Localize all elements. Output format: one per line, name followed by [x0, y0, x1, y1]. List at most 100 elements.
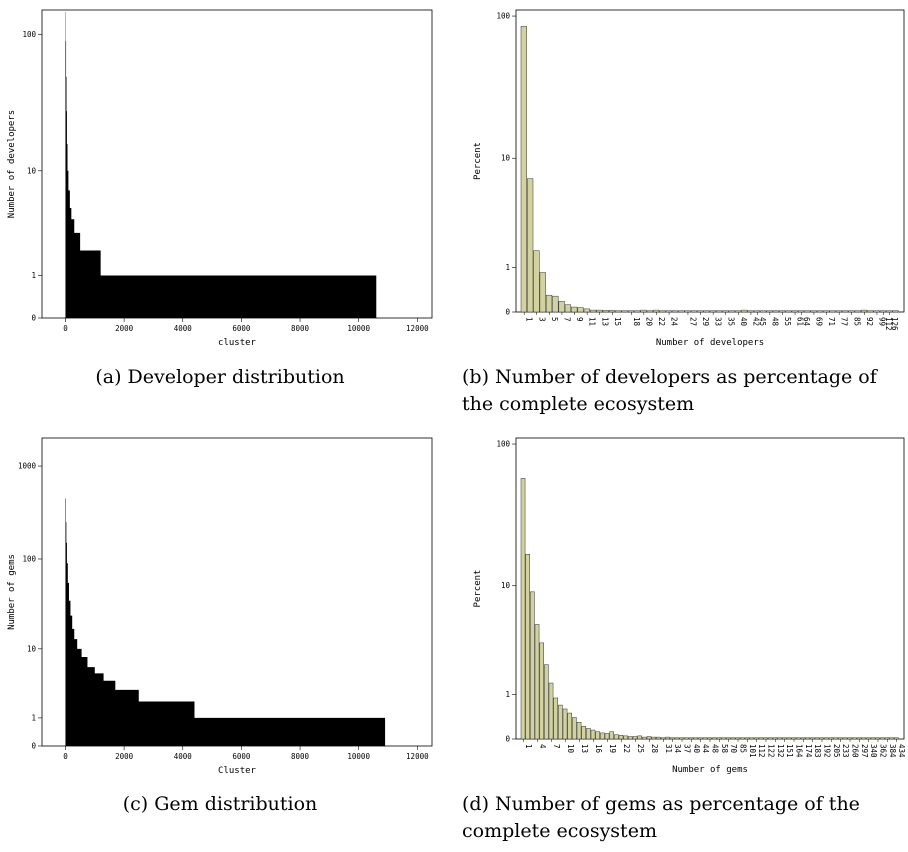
bar — [600, 732, 605, 740]
y-axis-label: Percent — [473, 570, 483, 608]
bar — [886, 310, 893, 313]
bar — [744, 737, 750, 740]
x-tick-label: 92 — [865, 317, 874, 326]
bar — [678, 310, 685, 313]
bar — [670, 737, 675, 740]
bar — [564, 304, 572, 313]
x-tick-label: 4000 — [174, 752, 193, 761]
y-tick-label: 100 — [496, 12, 510, 21]
bar — [763, 737, 768, 740]
bar — [698, 737, 703, 740]
x-tick-label: 10000 — [347, 324, 370, 333]
bar — [814, 737, 820, 740]
bar — [627, 310, 635, 313]
plot-frame — [41, 9, 433, 319]
bar — [674, 737, 680, 740]
x-axis-label: Cluster — [218, 766, 257, 776]
bar — [684, 737, 689, 740]
bar — [602, 310, 609, 313]
y-tick-label: 100 — [22, 555, 36, 564]
x-tick-label: 45 — [758, 317, 767, 326]
bar — [525, 554, 530, 740]
x-tick-label: 29 — [701, 317, 710, 326]
bar — [754, 737, 759, 740]
bar — [829, 310, 836, 313]
y-axis-label: Number of developers — [7, 110, 17, 218]
bar — [709, 310, 716, 313]
x-tick-label: 5 — [550, 317, 559, 322]
bar — [553, 697, 558, 740]
caption-a: (a) Developer distribution — [95, 366, 345, 388]
bar — [797, 310, 805, 313]
x-tick-label: 15 — [613, 317, 622, 326]
y-axis-label: Number of gems — [7, 554, 17, 630]
bar — [642, 736, 647, 740]
x-tick-label: 4000 — [174, 324, 193, 333]
bar — [810, 737, 815, 740]
bar — [609, 731, 614, 740]
bar — [861, 737, 866, 740]
bar — [571, 306, 578, 313]
bar — [712, 737, 717, 740]
bar — [867, 310, 874, 313]
bar — [618, 735, 624, 740]
y-tick-label: 1 — [505, 690, 510, 699]
bar — [577, 307, 584, 313]
bar — [791, 310, 798, 313]
bar — [583, 308, 590, 313]
bar — [791, 737, 796, 740]
x-tick-label: 10000 — [347, 752, 370, 761]
bar — [646, 310, 653, 313]
bar — [892, 310, 899, 313]
y-axis-label: Percent — [473, 142, 483, 180]
bar — [693, 737, 698, 740]
bar — [779, 310, 786, 313]
gem-distribution-chart: 0 1 10 100 1000 Number of gems 0 2000 4000 6000 80… — [7, 437, 433, 776]
x-tick-label: 22 — [657, 317, 666, 326]
bar — [558, 301, 565, 313]
x-tick-label: 122 — [767, 744, 776, 758]
x-axis-label: Number of gems — [672, 765, 748, 775]
bar — [879, 310, 887, 313]
x-tick-label: 6000 — [232, 752, 251, 761]
bar — [544, 664, 549, 740]
bar — [637, 735, 642, 740]
bar — [785, 310, 792, 313]
x-tick-label: 0 — [63, 752, 68, 761]
bar — [838, 737, 843, 740]
bar — [533, 250, 540, 313]
bar — [894, 737, 899, 740]
y-tick-label: 10 — [27, 166, 37, 175]
bar — [572, 717, 577, 740]
x-tick-label: 44 — [701, 744, 710, 754]
bar — [539, 272, 546, 313]
x-tick-label: 13 — [580, 744, 589, 753]
bar — [665, 736, 670, 740]
x-tick-label: 297 — [860, 744, 869, 758]
x-tick-label: 4 — [538, 744, 547, 749]
x-tick-label: 10 — [566, 744, 575, 754]
x-tick-label: 48 — [711, 744, 720, 754]
x-tick-label: 35 — [726, 317, 735, 326]
bar — [634, 310, 641, 313]
x-tick-label: 58 — [720, 744, 729, 754]
bar — [866, 737, 871, 740]
distribution-area — [65, 12, 377, 318]
bar — [545, 294, 553, 313]
x-tick-label: 31 — [664, 744, 673, 753]
x-tick-label: 55 — [783, 317, 792, 326]
bar — [854, 310, 861, 313]
y-tick-label: 1 — [31, 271, 36, 280]
bar — [810, 310, 817, 313]
x-tick-label: 99 — [877, 317, 886, 326]
x-tick-label: 8000 — [291, 752, 310, 761]
caption-c: (c) Gem distribution — [122, 793, 318, 815]
caption-d: (d) Number of gems as percentage of the … — [462, 793, 860, 842]
x-tick-label: 6000 — [232, 324, 251, 333]
bar — [716, 737, 722, 740]
figure-panel-c: 0 1 10 100 1000 Number of gems 0 2000 4000 6000 80… — [0, 425, 440, 852]
bar — [824, 737, 829, 740]
plot-frame — [515, 9, 905, 313]
bar — [632, 736, 638, 740]
